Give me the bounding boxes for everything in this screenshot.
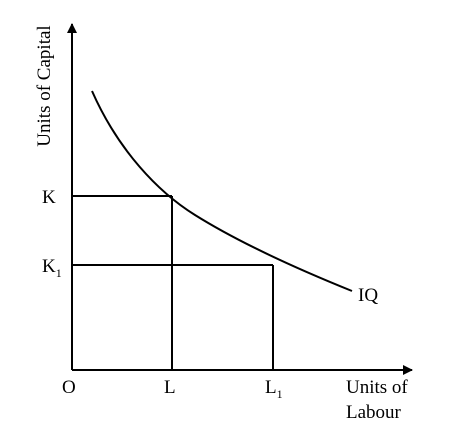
k-label: K <box>42 187 56 208</box>
isoquant-label: IQ <box>358 285 378 306</box>
x-axis-label-line1: Units of <box>346 377 408 398</box>
isoquant-curve <box>91 90 353 292</box>
k1-label: K1 <box>42 256 62 280</box>
l1-label: L1 <box>265 377 283 401</box>
y-axis-label: Units of Capital <box>34 25 55 146</box>
origin-label: O <box>62 377 76 398</box>
l-label: L <box>164 377 176 398</box>
x-axis-label-line2: Labour <box>346 402 402 423</box>
